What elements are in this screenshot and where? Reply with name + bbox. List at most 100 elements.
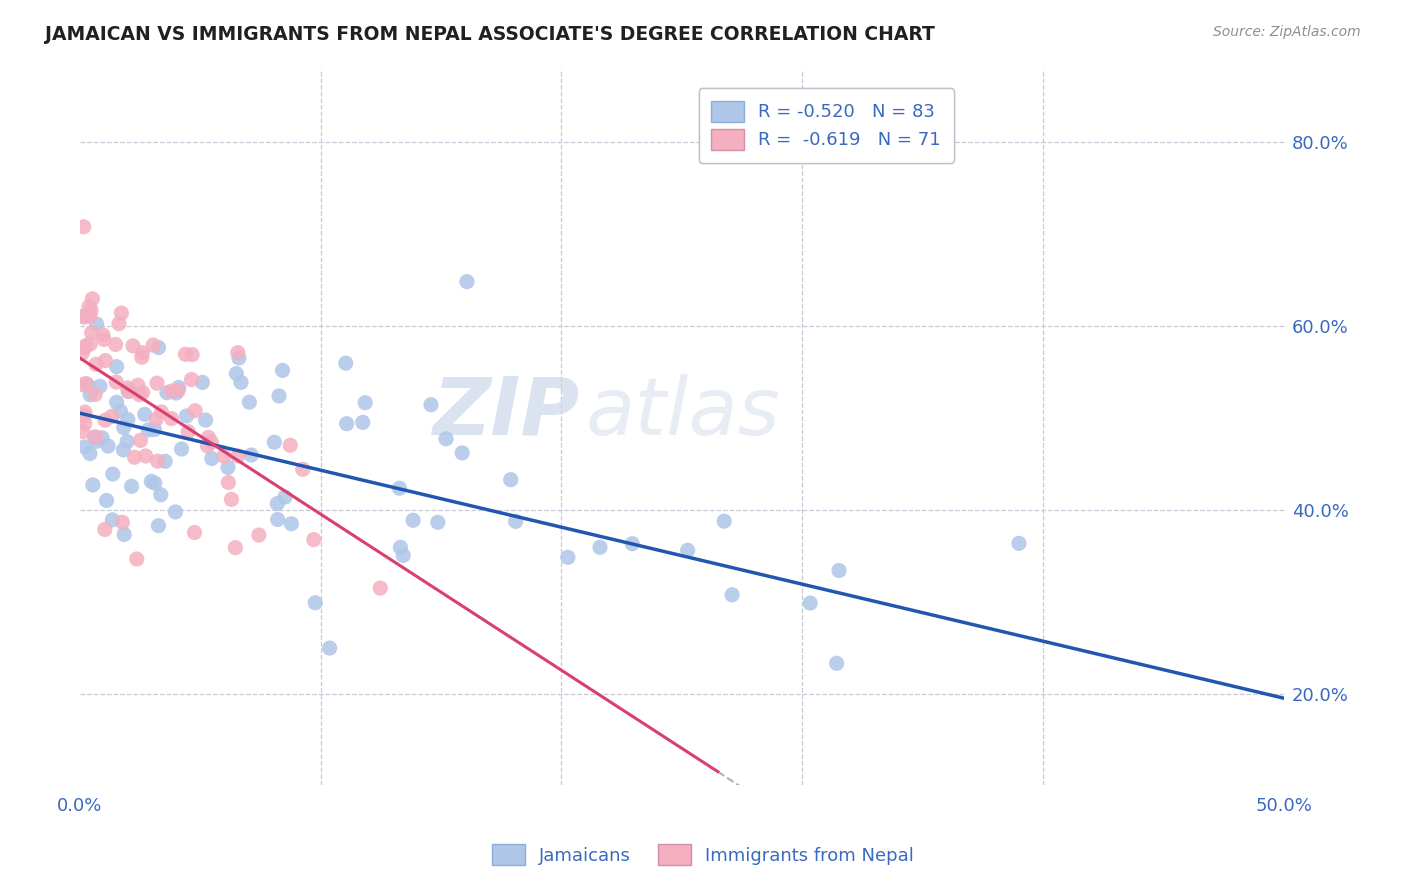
Point (426, 516, 449, 530)
Point (420, 398, 443, 412)
Point (84, 357, 107, 371)
Point (105, 359, 128, 374)
Point (183, 525, 205, 540)
Point (263, 435, 285, 450)
Point (91, 431, 114, 445)
Point (76, 378, 98, 392)
Point (79, 337, 101, 351)
Legend: Jamaicans, Immigrants from Nepal: Jamaicans, Immigrants from Nepal (485, 837, 921, 872)
Point (110, 404, 132, 418)
Point (280, 516, 302, 531)
Point (174, 347, 197, 361)
Point (197, 430, 219, 444)
Point (112, 527, 135, 541)
Point (217, 460, 239, 475)
Point (392, 549, 415, 563)
Point (73, 219, 96, 234)
Point (129, 434, 152, 448)
Point (225, 367, 247, 381)
Legend: R = -0.520   N = 83, R =  -0.619   N = 71: R = -0.520 N = 83, R = -0.619 N = 71 (699, 88, 953, 162)
Point (352, 415, 374, 429)
Point (73, 440, 96, 454)
Point (93, 333, 115, 347)
Point (121, 479, 143, 493)
Point (153, 454, 176, 468)
Point (226, 345, 249, 359)
Point (131, 385, 153, 400)
Point (266, 497, 288, 511)
Point (111, 516, 134, 530)
Point (73, 341, 96, 355)
Y-axis label: Associate's Degree: Associate's Degree (0, 348, 8, 507)
Point (143, 476, 166, 491)
Point (181, 348, 204, 362)
Point (118, 384, 141, 399)
Point (170, 442, 193, 456)
Point (115, 434, 138, 449)
Point (112, 442, 135, 457)
Point (557, 550, 579, 565)
Point (201, 451, 224, 466)
Point (799, 596, 821, 610)
Point (197, 439, 219, 453)
Point (165, 505, 187, 519)
Point (676, 543, 699, 558)
Point (146, 454, 169, 468)
Point (94, 353, 117, 368)
Point (217, 475, 239, 490)
Point (86, 434, 108, 449)
Point (221, 492, 243, 507)
Point (79, 310, 101, 324)
Point (135, 449, 157, 463)
Point (825, 657, 848, 671)
Point (83, 430, 105, 444)
Point (94, 523, 117, 537)
Point (336, 417, 359, 431)
Point (335, 356, 357, 370)
Point (131, 351, 153, 365)
Point (291, 462, 314, 476)
Point (131, 345, 153, 359)
Point (226, 449, 249, 463)
Point (80, 303, 103, 318)
Point (160, 411, 183, 425)
Point (388, 481, 411, 495)
Text: ZIP: ZIP (432, 374, 579, 451)
Point (143, 423, 166, 437)
Point (318, 640, 340, 655)
Point (117, 412, 139, 426)
Point (212, 449, 235, 463)
Point (134, 407, 156, 421)
Point (224, 541, 246, 555)
Point (302, 533, 325, 547)
Point (721, 588, 744, 602)
Point (389, 541, 412, 555)
Point (713, 514, 735, 528)
Point (73, 405, 96, 419)
Point (354, 395, 377, 409)
Point (84, 430, 107, 444)
Point (156, 385, 179, 400)
Text: Source: ZipAtlas.com: Source: ZipAtlas.com (1213, 25, 1361, 39)
Point (402, 513, 425, 527)
Point (72, 377, 94, 392)
Point (142, 338, 165, 352)
Point (101, 513, 124, 527)
Point (160, 384, 183, 398)
Point (110, 306, 132, 320)
Point (73, 409, 96, 423)
Point (165, 386, 187, 401)
Point (73, 310, 96, 325)
Point (91, 327, 114, 342)
Point (200, 434, 222, 449)
Point (96, 493, 118, 508)
Point (456, 275, 478, 289)
Point (176, 409, 198, 423)
Point (72, 425, 94, 439)
Point (79, 388, 101, 402)
Point (150, 405, 173, 419)
Point (122, 339, 145, 353)
Point (451, 446, 474, 460)
Point (94, 413, 117, 427)
Point (124, 450, 146, 465)
